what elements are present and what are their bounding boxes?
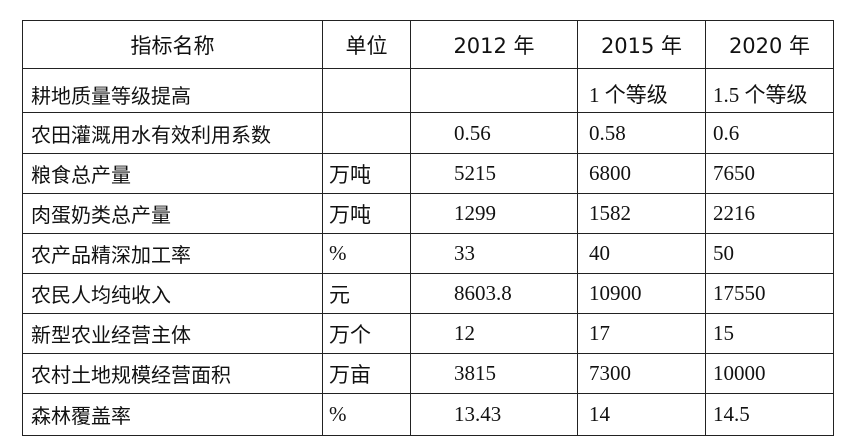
indicator-cell: 农民人均纯收入 (22, 273, 323, 314)
value-cell: 12 (410, 313, 578, 354)
header-cell: 单位 (322, 20, 411, 69)
value-cell: 1299 (410, 193, 578, 234)
value-cell: 6800 (577, 153, 706, 194)
header-cell: 2015 年 (577, 20, 706, 69)
value-cell (322, 112, 411, 154)
value-cell: 万亩 (322, 353, 411, 394)
value-cell: 7650 (705, 153, 834, 194)
indicator-cell: 农产品精深加工率 (22, 233, 323, 274)
data-row: 农村土地规模经营面积 万亩 3815 7300 10000 (22, 353, 834, 394)
value-cell: 50 (705, 233, 834, 274)
value-cell (410, 68, 578, 113)
value-cell: 17 (577, 313, 706, 354)
value-cell: 5215 (410, 153, 578, 194)
value-cell: 2216 (705, 193, 834, 234)
data-row: 农产品精深加工率% 33 40 50 (22, 233, 834, 274)
indicator-cell: 肉蛋奶类总产量 (22, 193, 323, 234)
indicator-cell: 农村土地规模经营面积 (22, 353, 323, 394)
value-cell: 33 (410, 233, 578, 274)
data-row: 新型农业经营主体 万个 12 17 15 (22, 313, 834, 354)
value-cell: 14 (577, 393, 706, 436)
value-cell: 7300 (577, 353, 706, 394)
value-cell: 17550 (705, 273, 834, 314)
value-cell: 万吨 (322, 193, 411, 234)
value-cell: 10900 (577, 273, 706, 314)
header-cell: 2012 年 (410, 20, 578, 69)
value-cell: 元 (322, 273, 411, 314)
value-cell: 8603.8 (410, 273, 578, 314)
value-cell: 15 (705, 313, 834, 354)
indicator-cell: 粮食总产量 (22, 153, 323, 194)
indicator-cell: 农田灌溉用水有效利用系数 (22, 112, 323, 154)
indicator-cell: 新型农业经营主体 (22, 313, 323, 354)
data-row: 森林覆盖率% 13.43 14 14.5 (22, 393, 834, 436)
value-cell: 1.5 个等级 (705, 68, 834, 113)
indicator-cell: 森林覆盖率 (22, 393, 323, 436)
value-cell: 13.43 (410, 393, 578, 436)
table-container: 指标名称 单位 2012 年 2015 年 2020 年耕地质量等级提高 1 个等级 1.5… (22, 20, 834, 436)
value-cell: 0.58 (577, 112, 706, 154)
header-row: 指标名称 单位 2012 年 2015 年 2020 年 (22, 20, 834, 69)
header-cell: 指标名称 (22, 20, 323, 69)
header-cell: 2020 年 (705, 20, 834, 69)
value-cell: 14.5 (705, 393, 834, 436)
indicator-cell: 耕地质量等级提高 (22, 68, 323, 113)
data-row: 农民人均纯收入元 8603.8 10900 17550 (22, 273, 834, 314)
data-table: 指标名称 单位 2012 年 2015 年 2020 年耕地质量等级提高 1 个等级 1.5… (22, 20, 834, 436)
value-cell: 万吨 (322, 153, 411, 194)
value-cell: 1582 (577, 193, 706, 234)
data-row: 肉蛋奶类总产量 万吨 1299 1582 2216 (22, 193, 834, 234)
data-row: 耕地质量等级提高 1 个等级 1.5 个等级 (22, 68, 834, 113)
data-row: 粮食总产量 万吨 5215 6800 7650 (22, 153, 834, 194)
value-cell: 万个 (322, 313, 411, 354)
value-cell (322, 68, 411, 113)
value-cell: 0.6 (705, 112, 834, 154)
value-cell: % (322, 393, 411, 436)
data-row: 农田灌溉用水有效利用系数 0.56 0.58 0.6 (22, 112, 834, 154)
value-cell: 3815 (410, 353, 578, 394)
value-cell: 10000 (705, 353, 834, 394)
value-cell: 1 个等级 (577, 68, 706, 113)
value-cell: % (322, 233, 411, 274)
value-cell: 0.56 (410, 112, 578, 154)
value-cell: 40 (577, 233, 706, 274)
